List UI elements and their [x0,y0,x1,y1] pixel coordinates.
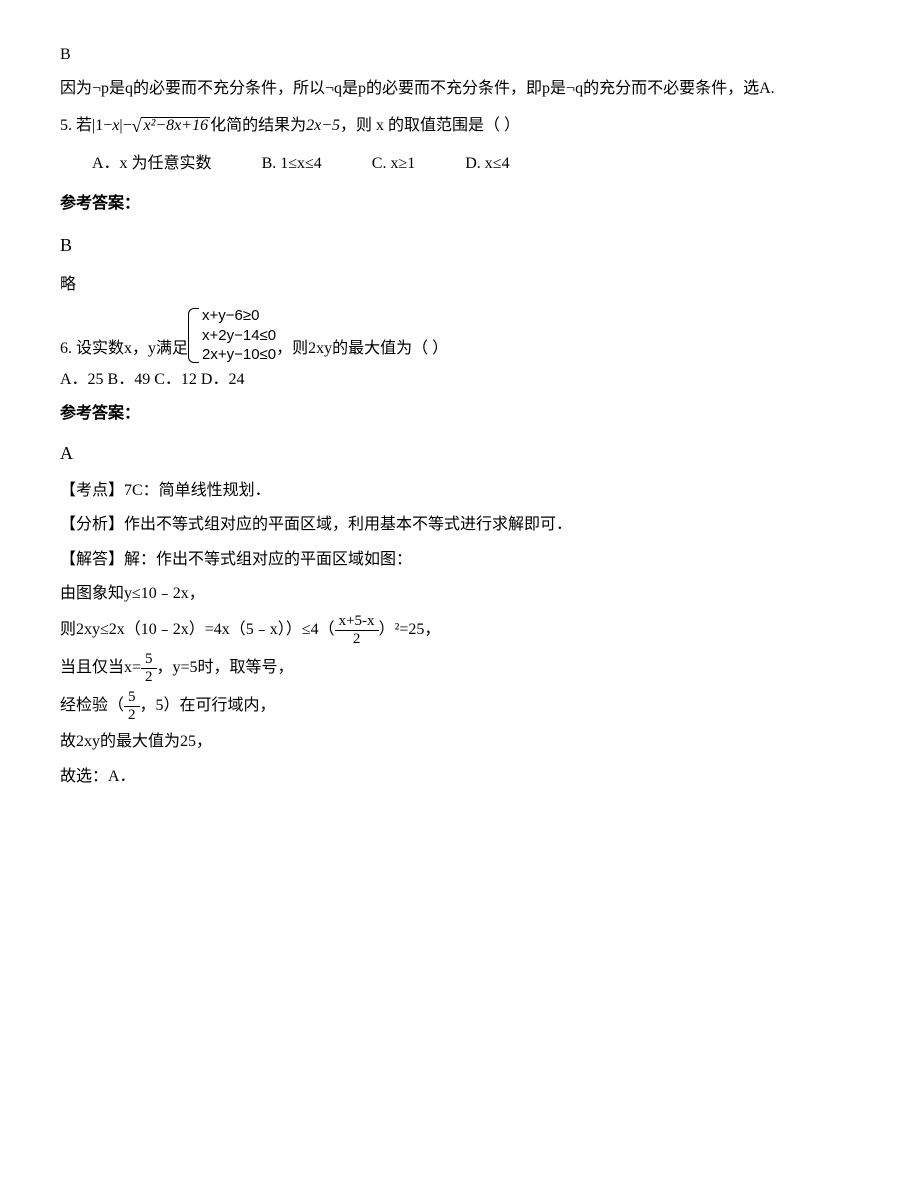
q6-stem: 6. 设实数x，y满足 x+y−6≥0 x+2y−14≤0 2x+y−10≤0 … [60,306,870,365]
q5-answer-note: 略 [60,270,870,300]
q6-eq-pre: 当且仅当x= [60,653,141,683]
q6-answer-letter: A [60,436,870,470]
q6-check-post: ，5）在可行域内， [140,691,276,721]
q5-option-d: D. x≤4 [465,149,509,179]
q6-calc-post: ）²=25， [379,615,441,645]
q6-frac1-den: 2 [335,631,379,648]
q6-prefix: 6. 设实数x，y满足 [60,334,188,364]
q6-fenxi: 【分析】作出不等式组对应的平面区域，利用基本不等式进行求解即可． [60,510,870,540]
q6-check-pre: 经检验（ [60,691,124,721]
q6-line-conclusion: 故2xy的最大值为25， [60,727,870,757]
q6-jieda-prefix: 【解答】解：作出不等式组对应的平面区域如图： [60,545,870,575]
q6-eq-post: ，y=5时，取等号， [157,653,294,683]
intro-letter: B [60,40,870,70]
q6-line-choice: 故选：A． [60,762,870,792]
q5-option-a: A．x 为任意实数 [92,149,212,179]
q5-abs-open: |1− [92,117,112,134]
q6-frac3-den: 2 [124,707,140,724]
q6-frac2-den: 2 [141,669,157,686]
q5-options: A．x 为任意实数 B. 1≤x≤4 C. x≥1 D. x≤4 [92,149,870,179]
q5-answer-letter: B [60,228,870,262]
q6-constraint-3: 2x+y−10≤0 [202,345,276,365]
q5-tail: ，则 x 的取值范围是（ ） [340,111,520,141]
q6-constraint-1: x+y−6≥0 [202,306,276,326]
q6-frac1: x+5-x 2 [335,613,379,647]
q5-option-b: B. 1≤x≤4 [262,149,322,179]
sqrt-symbol: √ [132,116,142,136]
q5-abs-close: |− [119,117,131,134]
intro-explanation: 因为¬p是q的必要而不充分条件，所以¬q是p的必要而不充分条件，即p是¬q的充分… [60,74,870,104]
q6-answer-label: 参考答案： [60,399,870,429]
q6-constraints: x+y−6≥0 x+2y−14≤0 2x+y−10≤0 [188,306,276,365]
q5-sqrt-inner: x²−8x+16 [141,117,210,134]
q6-frac3: 5 2 [124,689,140,723]
q5-result: 2x−5 [306,111,340,141]
q6-constraint-2: x+2y−14≤0 [202,326,276,346]
q6-line-img: 由图象知y≤10﹣2x， [60,579,870,609]
q6-frac3-num: 5 [124,689,140,707]
q5-prefix: 5. 若 [60,111,92,141]
q5-mid-text: 化简的结果为 [210,111,306,141]
q5-expr: |1−x|−√x²−8x+16 [92,109,210,143]
q6-line-eq: 当且仅当x= 5 2 ，y=5时，取等号， [60,651,870,685]
q6-options: A．25 B．49 C．12 D．24 [60,365,870,395]
q6-tail: ，则2xy的最大值为（ ） [276,334,448,364]
q6-frac1-num: x+5-x [335,613,379,631]
q5-stem: 5. 若 |1−x|−√x²−8x+16 化简的结果为 2x−5 ，则 x 的取… [60,109,870,143]
q6-frac2: 5 2 [141,651,157,685]
q5-answer-label: 参考答案： [60,189,870,219]
q6-calc-pre: 则2xy≤2x（10﹣2x）=4x（5﹣x））≤4（ [60,615,335,645]
q6-line-check: 经检验（ 5 2 ，5）在可行域内， [60,689,870,723]
q6-kaodian: 【考点】7C：简单线性规划． [60,476,870,506]
q5-option-c: C. x≥1 [372,149,415,179]
q6-frac2-num: 5 [141,651,157,669]
q6-line-calc: 则2xy≤2x（10﹣2x）=4x（5﹣x））≤4（ x+5-x 2 ）²=25… [60,613,870,647]
